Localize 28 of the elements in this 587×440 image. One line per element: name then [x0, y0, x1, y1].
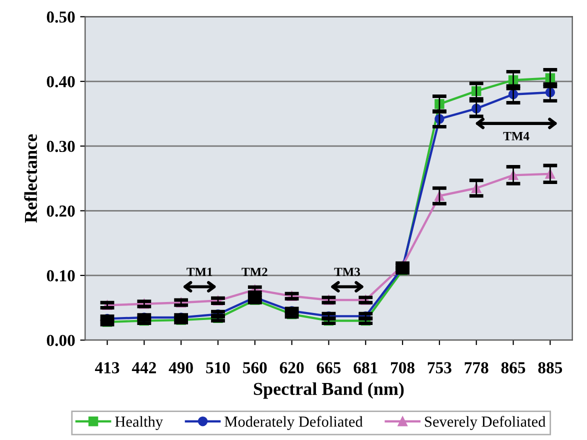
y-axis-title: Reflectance [24, 134, 38, 223]
x-tick-label: 665 [316, 362, 341, 374]
x-tick-label: 510 [206, 362, 230, 374]
annotation: TM2 [242, 268, 268, 276]
x-tick-label: 442 [132, 362, 156, 374]
y-tick-label: 0.10 [46, 270, 75, 282]
x-tick-label: 708 [390, 362, 414, 374]
x-axis-title: Spectral Band (nm) [254, 382, 404, 399]
legend-label: Moderately Defoliated [224, 416, 363, 430]
x-tick-label: 620 [280, 362, 304, 374]
x-tick-label: 865 [501, 362, 526, 374]
y-tick-label: 0.00 [46, 334, 75, 346]
y-tick-label: 0.40 [46, 76, 75, 88]
x-tick-label: 778 [464, 362, 488, 374]
legend-label: Severely Defoliated [425, 416, 546, 430]
x-tick-label: 413 [94, 362, 120, 374]
y-tick-label: 0.20 [46, 205, 75, 217]
y-tick-label: 0.30 [46, 140, 75, 152]
annotation: TM4 [503, 132, 530, 140]
x-tick-label: 560 [243, 362, 267, 374]
x-tick-label: 753 [428, 362, 452, 374]
legend-label: Healthy [115, 416, 163, 430]
y-tick-label: 0.50 [46, 11, 75, 23]
x-tick-label: 490 [168, 362, 193, 374]
annotation: TM3 [334, 268, 360, 276]
x-tick-label: 681 [354, 362, 378, 374]
x-tick-label: 885 [538, 362, 562, 374]
annotation: TM1 [186, 268, 212, 276]
